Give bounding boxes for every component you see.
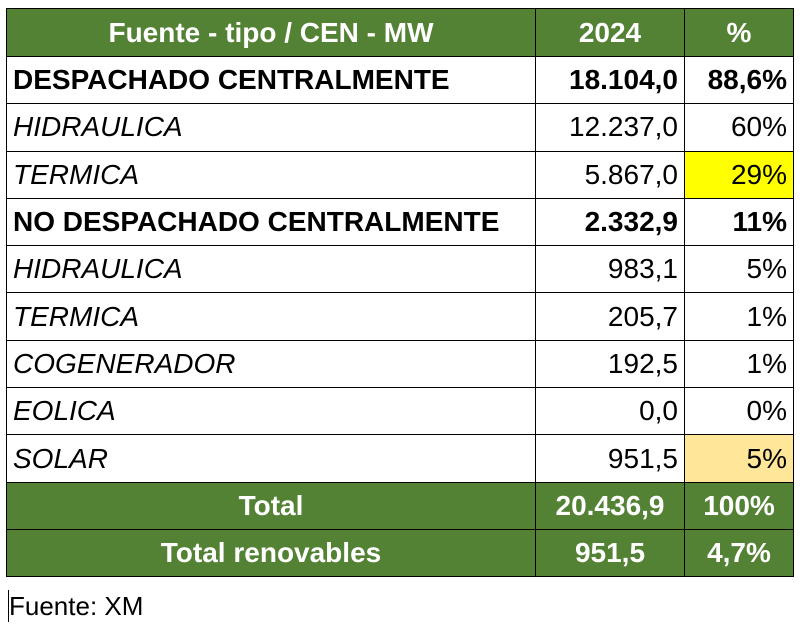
table-row: HIDRAULICA 983,1 5% xyxy=(6,245,794,294)
total-renewables-percent: 4,7% xyxy=(684,528,794,578)
row-value: 12.237,0 xyxy=(535,103,685,152)
row-label: HIDRAULICA xyxy=(6,103,536,152)
table-row: HIDRAULICA 12.237,0 60% xyxy=(6,103,794,152)
total-percent: 100% xyxy=(684,481,794,530)
row-percent-highlighted: 29% xyxy=(684,150,794,199)
row-value: 951,5 xyxy=(535,434,685,483)
row-percent-highlighted: 5% xyxy=(684,434,794,483)
table-header-row: Fuente - tipo / CEN - MW 2024 % xyxy=(6,8,794,57)
table-row: SOLAR 951,5 5% xyxy=(6,434,794,483)
table-row: TERMICA 5.867,0 29% xyxy=(6,150,794,199)
row-value: 0,0 xyxy=(535,387,685,436)
source-note: Fuente: XM xyxy=(8,590,144,622)
header-year: 2024 xyxy=(535,8,685,57)
total-value: 20.436,9 xyxy=(535,481,685,530)
row-label: NO DESPACHADO CENTRALMENTE xyxy=(6,197,536,247)
row-value: 983,1 xyxy=(535,245,685,294)
total-label: Total xyxy=(6,481,536,530)
row-percent: 0% xyxy=(684,387,794,436)
table-row: EOLICA 0,0 0% xyxy=(6,387,794,436)
table-row: NO DESPACHADO CENTRALMENTE 2.332,9 11% xyxy=(6,197,794,247)
total-renewables-label: Total renovables xyxy=(6,528,536,578)
table-row: COGENERADOR 192,5 1% xyxy=(6,339,794,389)
row-percent: 11% xyxy=(684,197,794,247)
total-row: Total 20.436,9 100% xyxy=(6,481,794,530)
row-label: SOLAR xyxy=(6,434,536,483)
row-label: EOLICA xyxy=(6,387,536,436)
row-label: COGENERADOR xyxy=(6,339,536,389)
row-percent: 1% xyxy=(684,339,794,389)
row-value: 205,7 xyxy=(535,292,685,341)
row-value: 5.867,0 xyxy=(535,150,685,199)
header-percent: % xyxy=(684,8,794,57)
row-label: TERMICA xyxy=(6,150,536,199)
table-row: TERMICA 205,7 1% xyxy=(6,292,794,341)
row-value: 18.104,0 xyxy=(535,55,685,105)
row-label: HIDRAULICA xyxy=(6,245,536,294)
header-fuente: Fuente - tipo / CEN - MW xyxy=(6,8,536,57)
row-percent: 60% xyxy=(684,103,794,152)
row-percent: 5% xyxy=(684,245,794,294)
row-percent: 1% xyxy=(684,292,794,341)
total-renewables-value: 951,5 xyxy=(535,528,685,578)
row-label: DESPACHADO CENTRALMENTE xyxy=(6,55,536,105)
row-label: TERMICA xyxy=(6,292,536,341)
row-value: 192,5 xyxy=(535,339,685,389)
energy-capacity-table: Fuente - tipo / CEN - MW 2024 % DESPACHA… xyxy=(6,8,794,578)
total-renewables-row: Total renovables 951,5 4,7% xyxy=(6,528,794,578)
table-row: DESPACHADO CENTRALMENTE 18.104,0 88,6% xyxy=(6,55,794,105)
row-value: 2.332,9 xyxy=(535,197,685,247)
row-percent: 88,6% xyxy=(684,55,794,105)
